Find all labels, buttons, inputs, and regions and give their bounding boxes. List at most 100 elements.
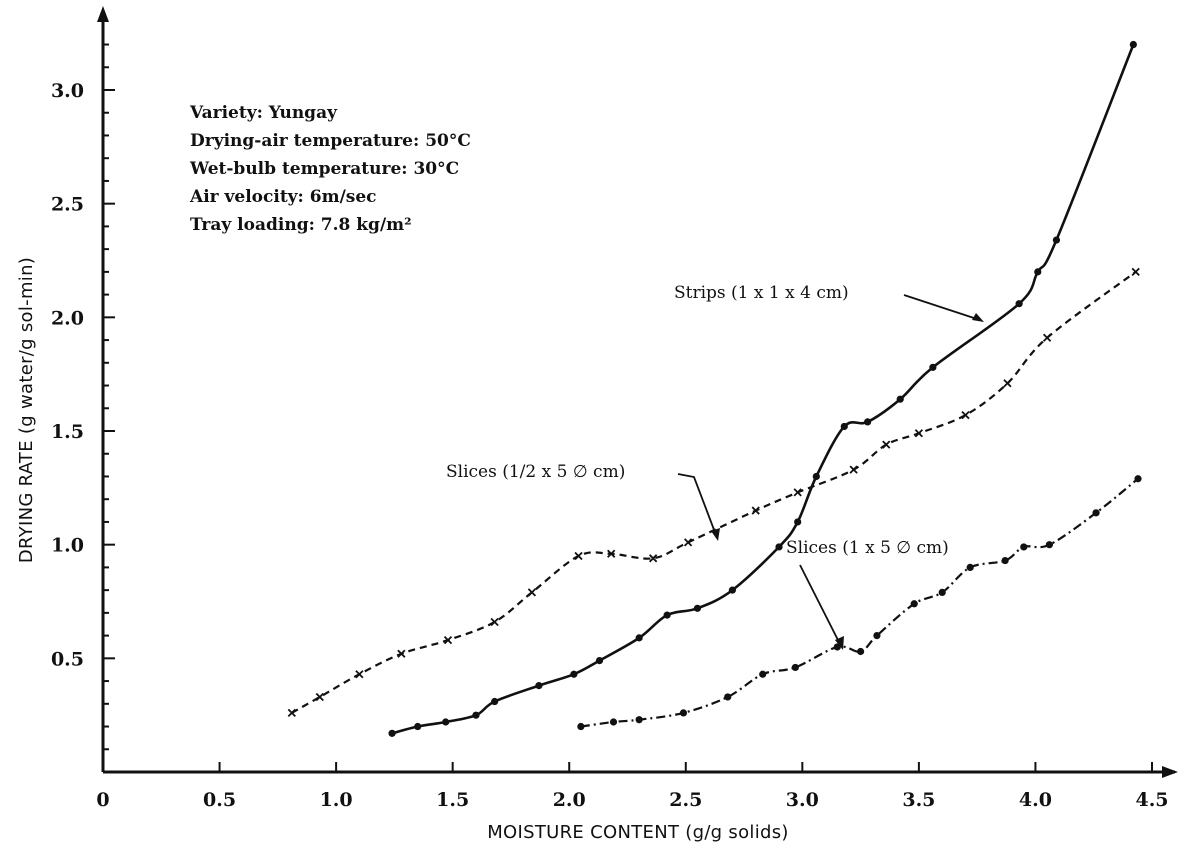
data-point-x-marker <box>683 538 693 547</box>
data-point-dot <box>728 586 737 594</box>
series-label-slices-full: Slices (1 x 5 ∅ cm) <box>786 538 949 558</box>
data-point-dot <box>635 716 643 724</box>
data-point-dot <box>1134 475 1142 483</box>
data-point-dot <box>1092 509 1100 517</box>
x-tick-label: 2.5 <box>669 789 702 811</box>
data-point-dot <box>595 657 604 665</box>
x-tick-label: 1.5 <box>436 789 469 811</box>
y-tick-label: 3.0 <box>51 80 84 102</box>
annotation-tray-loading: Tray loading: 7.8 kg/m² <box>190 215 412 235</box>
data-point-x-marker <box>1042 333 1052 342</box>
data-point-dot <box>775 543 783 551</box>
x-tick-label: 0 <box>96 789 109 811</box>
y-tick-label: 2.0 <box>51 307 84 329</box>
data-point-x-marker <box>793 488 802 497</box>
data-point-dot <box>679 709 688 717</box>
x-tick-label: 0.5 <box>203 789 236 811</box>
axes <box>97 6 1178 778</box>
data-point-dot <box>609 718 618 726</box>
data-point-dot <box>938 588 946 597</box>
conditions-annotation: Variety: Yungay Drying-air temperature: … <box>189 103 471 235</box>
x-axis-arrow <box>1162 766 1178 778</box>
leader-slices-full <box>799 564 841 645</box>
x-ticks: 0 0.5 1.0 1.5 2.0 2.5 3.0 3.5 4.0 4.5 <box>96 762 1169 811</box>
data-point-dot <box>442 718 450 726</box>
data-point-dot <box>1052 236 1061 244</box>
leader-slices-half <box>677 473 717 536</box>
leader-slices-half-arrow <box>711 528 720 541</box>
data-point-dot <box>535 682 543 690</box>
x-tick-label: 1.0 <box>320 789 353 811</box>
data-point-dot <box>929 363 937 371</box>
data-point-dot <box>759 670 767 678</box>
data-point-dot <box>896 395 904 403</box>
data-point-dot <box>1034 268 1042 276</box>
series-label-strips: Strips (1 x 1 x 4 cm) <box>674 283 849 303</box>
leader-strips <box>903 294 981 321</box>
data-point-dot <box>791 663 799 672</box>
data-point-dot <box>1045 541 1054 549</box>
y-tick-label: 0.5 <box>51 648 84 670</box>
data-point-dot <box>1015 300 1023 308</box>
data-point-dot <box>491 697 499 706</box>
y-tick-label: 2.5 <box>51 194 84 216</box>
data-point-dot <box>1001 556 1009 565</box>
annotation-air-velocity: Air velocity: 6m/sec <box>189 187 377 207</box>
data-point-x-marker <box>315 692 324 702</box>
data-point-dot <box>812 472 820 481</box>
annotation-variety: Variety: Yungay <box>189 103 338 123</box>
y-axis-title: DRYING RATE (g water/g sol-min) <box>16 257 37 563</box>
series-line-slices-full <box>580 477 1139 728</box>
data-point-x-marker <box>574 551 583 561</box>
x-axis-title: MOISTURE CONTENT (g/g solids) <box>487 822 789 843</box>
data-point-x-marker <box>649 554 658 563</box>
data-point-x-marker <box>607 549 616 558</box>
leader-strips-arrow <box>972 313 984 322</box>
series-labels: Strips (1 x 1 x 4 cm) Slices (1/2 x 5 ∅ … <box>446 283 984 650</box>
y-ticks: 0.5 1.0 1.5 2.0 2.5 3.0 <box>51 43 115 751</box>
annotation-wet-bulb: Wet-bulb temperature: 30°C <box>189 159 459 179</box>
series-line-strips <box>391 44 1135 735</box>
data-point-x-marker <box>490 617 499 627</box>
x-tick-label: 4.5 <box>1135 789 1168 811</box>
data-point-dot <box>570 670 578 678</box>
data-point-dot <box>910 600 918 608</box>
data-point-dot <box>857 647 865 656</box>
data-point-dot <box>840 422 848 431</box>
data-point-dot <box>577 722 585 731</box>
data-point-x-marker <box>751 506 760 515</box>
data-point-x-marker <box>397 649 406 658</box>
data-point-x-marker <box>1131 267 1140 277</box>
data-point-dot <box>966 563 974 572</box>
data-point-x-marker <box>961 410 970 420</box>
data-point-x-marker <box>355 670 364 679</box>
x-tick-label: 4.0 <box>1019 789 1052 811</box>
data-point-dot <box>724 693 732 701</box>
series-slices-full <box>577 475 1142 731</box>
series-label-slices-half: Slices (1/2 x 5 ∅ cm) <box>446 462 625 482</box>
data-point-dot <box>873 632 881 640</box>
data-point-x-marker <box>882 440 891 449</box>
data-point-dot <box>864 418 872 426</box>
y-tick-label: 1.5 <box>51 421 84 443</box>
data-point-dot <box>693 604 702 612</box>
y-tick-label: 1.0 <box>51 535 84 557</box>
data-point-x-marker <box>287 708 296 718</box>
data-point-dot <box>414 722 422 731</box>
y-axis-arrow <box>97 6 109 22</box>
annotation-air-temperature: Drying-air temperature: 50°C <box>190 131 471 151</box>
x-tick-label: 2.0 <box>553 789 586 811</box>
series-layer <box>287 40 1142 737</box>
leader-slices-full-arrow <box>835 636 844 650</box>
series-line-slices-half <box>291 271 1137 714</box>
data-point-x-marker <box>849 465 858 474</box>
data-point-x-marker <box>527 588 537 597</box>
data-point-dot <box>388 729 396 737</box>
data-point-dot <box>472 711 480 719</box>
data-point-dot <box>1020 543 1028 551</box>
data-point-x-marker <box>443 636 453 645</box>
data-point-x-marker <box>914 429 924 438</box>
data-point-dot <box>635 634 643 642</box>
x-tick-label: 3.5 <box>902 789 935 811</box>
